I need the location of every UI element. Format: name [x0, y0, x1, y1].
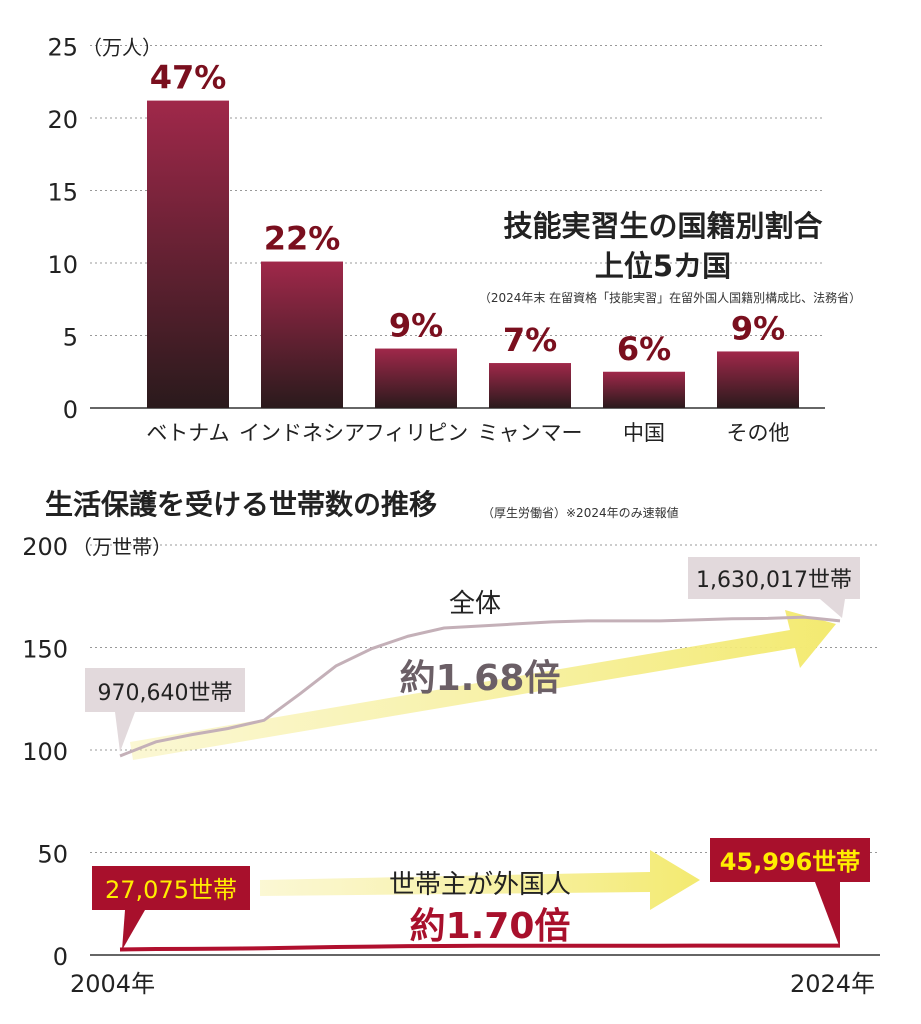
- bar-data-label: 47%: [150, 59, 227, 97]
- y-tick-label: 150: [22, 636, 68, 664]
- growth-arrow-total: [130, 610, 836, 760]
- y-tick-label: 0: [53, 943, 68, 971]
- bar: [375, 348, 457, 408]
- bar: [147, 100, 229, 408]
- callout-pointer: [115, 712, 135, 752]
- bar: [603, 371, 685, 408]
- start-label-foreign: 27,075世帯: [105, 876, 237, 904]
- bar-data-label: 6%: [617, 330, 671, 368]
- x-tick-label: インドネシア: [239, 421, 365, 445]
- x-tick-label: ベトナム: [146, 421, 229, 445]
- series-name-total: 全体: [449, 589, 501, 619]
- callout-pointer: [820, 599, 845, 618]
- callout-box: [710, 838, 870, 882]
- growth-label-foreign: 約1.70倍: [410, 906, 571, 947]
- callout-box: [688, 557, 860, 599]
- y-tick-label: 15: [47, 179, 78, 207]
- end-label-foreign: 45,996世帯: [720, 848, 861, 876]
- y-tick-label: 200: [22, 533, 68, 561]
- y-axis-unit: （万人）: [82, 36, 162, 60]
- chart-title: 生活保護を受ける世帯数の推移: [45, 488, 437, 521]
- bar: [261, 261, 343, 408]
- y-tick-label: 0: [63, 396, 78, 424]
- x-tick-label: その他: [727, 421, 790, 445]
- y-tick-label: 5: [63, 324, 78, 352]
- growth-arrow-foreign: [260, 850, 700, 910]
- chart-note: ※2024年のみ速報値: [566, 505, 679, 520]
- bar-data-label: 9%: [389, 307, 443, 345]
- x-tick-label: 2024年: [790, 970, 875, 998]
- y-tick-label: 10: [47, 251, 78, 279]
- chart-title: 技能実習生の国籍別割合: [503, 209, 822, 243]
- series-line-0: [119, 615, 841, 758]
- x-tick-label: ミャンマー: [478, 421, 583, 445]
- callout-pointer: [122, 910, 145, 950]
- x-tick-label: フィリピン: [364, 421, 469, 445]
- growth-label-total: 約1.68倍: [400, 658, 561, 699]
- y-tick-label: 100: [22, 738, 68, 766]
- bar-data-label: 22%: [264, 220, 341, 258]
- series-name-foreign: 世帯主が外国人: [389, 870, 571, 900]
- bar-data-label: 7%: [503, 321, 557, 359]
- chart-source: （2024年末 在留資格「技能実習」在留外国人国籍別構成比、法務省）: [479, 290, 861, 305]
- start-label-total: 970,640世帯: [98, 681, 233, 706]
- bar: [717, 351, 799, 408]
- y-tick-label: 20: [47, 106, 78, 134]
- y-tick-label: 25: [47, 34, 78, 62]
- series-line-1: [119, 943, 840, 952]
- chart-subtitle: 上位5カ国: [595, 249, 731, 283]
- x-tick-label: 中国: [623, 421, 665, 445]
- end-label-total: 1,630,017世帯: [696, 568, 852, 593]
- y-axis-unit: （万世帯）: [72, 535, 172, 559]
- callout-box: [92, 866, 250, 910]
- bar-data-label: 9%: [731, 309, 785, 347]
- bar: [489, 363, 571, 408]
- y-tick-label: 50: [37, 841, 68, 869]
- chart-source: （厚生労働省）: [482, 506, 566, 520]
- callout-box: [85, 668, 245, 712]
- x-tick-label: 2004年: [70, 970, 155, 998]
- callout-pointer: [815, 882, 840, 948]
